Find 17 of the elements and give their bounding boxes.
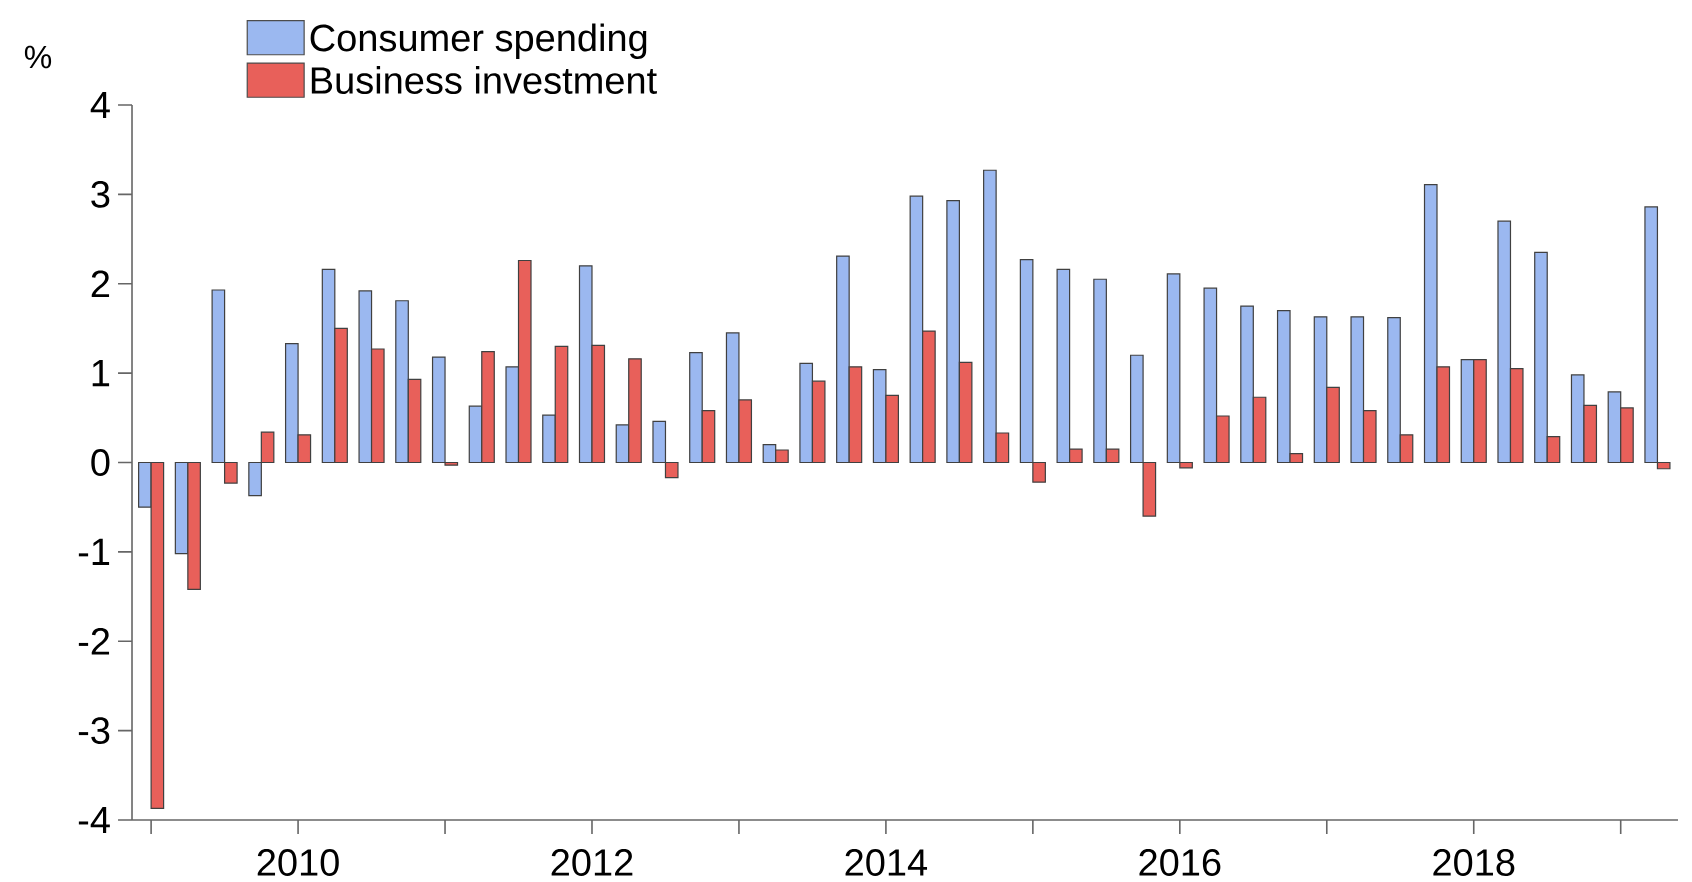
legend-label: Consumer spending xyxy=(310,23,647,59)
y-tick-label: 2 xyxy=(91,270,110,298)
x-tick-label: 2018 xyxy=(1433,849,1515,876)
y-tick-label: 0 xyxy=(91,449,110,476)
y-tick-label: 4 xyxy=(90,91,110,119)
legend-label: Business investment xyxy=(311,66,657,94)
x-tick-label: 2016 xyxy=(1139,849,1221,876)
y-tick-label: 3 xyxy=(91,180,110,208)
y-axis-title: % xyxy=(24,45,52,69)
y-tick-label: -1 xyxy=(78,538,110,565)
y-tick-label: -4 xyxy=(78,806,110,834)
y-tick-label: 1 xyxy=(92,360,110,387)
x-tick-label: 2010 xyxy=(257,849,339,876)
y-tick-label: -3 xyxy=(78,717,110,745)
x-tick-label: 2014 xyxy=(845,849,928,876)
y-tick-label: -2 xyxy=(78,627,110,655)
x-tick-label: 2012 xyxy=(551,849,633,876)
